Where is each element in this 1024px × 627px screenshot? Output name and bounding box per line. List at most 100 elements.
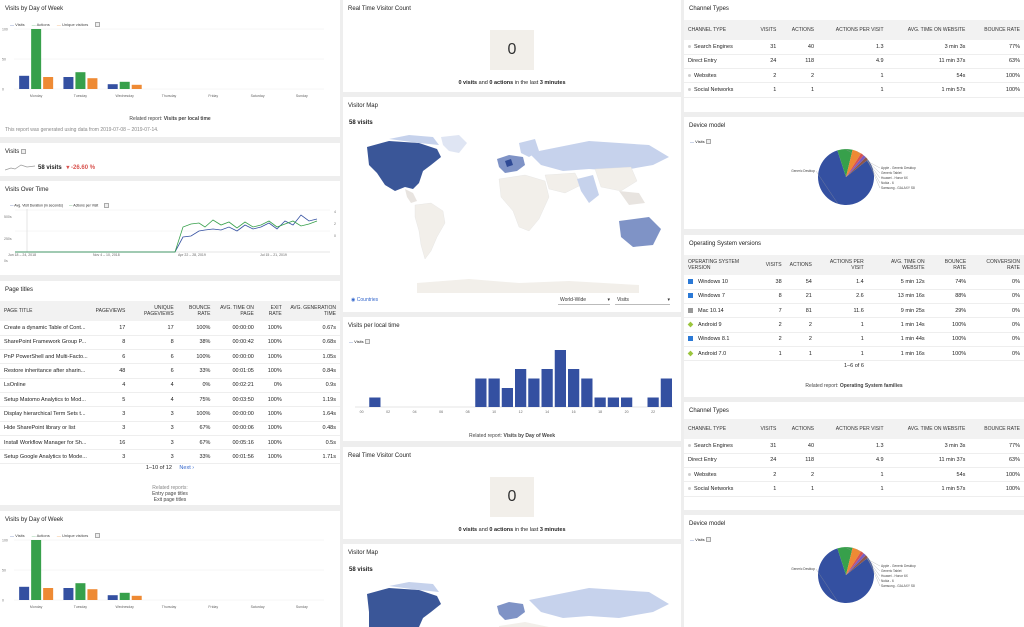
- legend-visits[interactable]: Visits: [695, 139, 705, 144]
- bar[interactable]: [87, 589, 98, 600]
- bar[interactable]: [43, 77, 54, 89]
- pie-slice[interactable]: [818, 150, 874, 205]
- column-header[interactable]: Visits: [761, 255, 786, 275]
- table-row[interactable]: Hide SharePoint library or list 3 3 67% 00:0…: [0, 421, 340, 436]
- series-picker-icon[interactable]: [95, 533, 101, 539]
- table-row[interactable]: Websites 2 2 1 54s 100%: [684, 467, 1024, 483]
- table-row[interactable]: Display hierarchical Term Sets t... 3 3 100…: [0, 406, 340, 422]
- bar[interactable]: [488, 378, 500, 408]
- bar[interactable]: [581, 378, 593, 408]
- bar[interactable]: [647, 397, 659, 408]
- series-picker-icon[interactable]: [705, 537, 711, 543]
- series-picker-icon[interactable]: [705, 139, 711, 145]
- pie-slice[interactable]: [818, 548, 874, 603]
- column-header[interactable]: Avg. Time on Page: [214, 301, 258, 321]
- table-row[interactable]: Direct Entry 24 118 4.9 11 min 37s 63%: [684, 54, 1024, 70]
- column-header[interactable]: Actions per Visit: [818, 419, 888, 439]
- related-link-visits-by-day[interactable]: Visits by Day of Week: [503, 433, 555, 439]
- pie-slice[interactable]: [846, 553, 866, 575]
- column-header[interactable]: Pageviews: [91, 301, 130, 321]
- column-header[interactable]: Page Title: [0, 301, 92, 321]
- bar[interactable]: [63, 77, 74, 89]
- table-row[interactable]: Windows 8.1 2 2 1 1 min 44s 100% 0%: [684, 332, 1024, 347]
- column-header[interactable]: Actions: [785, 255, 816, 275]
- bar[interactable]: [19, 75, 30, 89]
- chart-legend[interactable]: — Visits: [690, 537, 711, 543]
- bar[interactable]: [107, 595, 118, 600]
- column-header[interactable]: Actions: [780, 419, 819, 439]
- table-row[interactable]: Social Networks 1 1 1 1 min 57s 100%: [684, 82, 1024, 98]
- column-header[interactable]: Bounce Rate: [969, 20, 1024, 40]
- table-row[interactable]: Mac 10.14 7 81 11.6 9 min 25s 29% 0%: [684, 303, 1024, 319]
- world-map[interactable]: [349, 582, 675, 627]
- bar[interactable]: [501, 388, 513, 407]
- related-link-entry-pages[interactable]: Entry page titles: [152, 491, 188, 497]
- bar[interactable]: [554, 350, 566, 407]
- bar[interactable]: [660, 378, 672, 408]
- bar[interactable]: [119, 81, 130, 89]
- column-header[interactable]: Unique Pageviews: [129, 301, 178, 321]
- table-row[interactable]: Windows 7 8 21 2.6 13 min 16s 88% 0%: [684, 289, 1024, 305]
- table-row[interactable]: Restore inheritance after sharin... 48 6 33…: [0, 363, 340, 379]
- table-row[interactable]: Create a dynamic Table of Cont... 17 17 100…: [0, 321, 340, 336]
- bar[interactable]: [87, 78, 98, 89]
- column-header[interactable]: Exit Rate: [257, 301, 286, 321]
- column-header[interactable]: Actions per Visit: [818, 20, 888, 40]
- bar[interactable]: [541, 369, 553, 407]
- chart-legend[interactable]: — Visits — Actions — Unique visitors: [10, 533, 101, 539]
- table-row[interactable]: PnP PowerShell and Multi-Facto... 6 6 100% 0…: [0, 349, 340, 365]
- table-row[interactable]: Install Workflow Manager for Sh... 16 3 67%…: [0, 435, 340, 451]
- metric-select-value[interactable]: Visits: [617, 297, 629, 303]
- column-header[interactable]: Conversion Rate: [970, 255, 1024, 275]
- pie-slice[interactable]: [846, 157, 868, 177]
- legend-visits[interactable]: Visits: [695, 537, 705, 542]
- bar[interactable]: [621, 397, 633, 408]
- pie-slice[interactable]: [846, 153, 864, 177]
- table-row[interactable]: Windows 10 38 54 1.4 5 min 12s 74% 0%: [684, 275, 1024, 290]
- table-row[interactable]: Search Engines 31 40 1.3 3 min 3s 77%: [684, 40, 1024, 55]
- table-row[interactable]: Android 7.0 1 1 1 1 min 16s 100% 0%: [684, 346, 1024, 362]
- table-row[interactable]: LsOnline 4 4 0% 00:02:21 0% 0.9s: [0, 378, 340, 393]
- region-select-value[interactable]: World-Wide: [560, 297, 587, 303]
- table-row[interactable]: Setup Google Analytics to Mode... 3 3 33% 00…: [0, 449, 340, 465]
- column-header[interactable]: Actions: [780, 20, 819, 40]
- column-header[interactable]: Bounce Rate: [969, 419, 1024, 439]
- legend-visits[interactable]: Visits: [354, 339, 364, 344]
- legend-unique[interactable]: Unique visitors: [62, 533, 89, 538]
- pie-slice[interactable]: [846, 555, 868, 575]
- bar[interactable]: [131, 595, 142, 600]
- table-row[interactable]: Direct Entry 24 118 4.9 11 min 37s 63%: [684, 453, 1024, 469]
- bar[interactable]: [369, 397, 381, 408]
- next-page-link[interactable]: Next ›: [179, 465, 195, 471]
- legend-actions[interactable]: Actions: [36, 22, 50, 27]
- countries-link[interactable]: ◉ Countries: [351, 297, 379, 303]
- bar[interactable]: [515, 369, 527, 407]
- pie-slice[interactable]: [846, 149, 862, 177]
- series-picker-icon[interactable]: [104, 203, 110, 208]
- legend-visits[interactable]: Visits: [15, 22, 25, 27]
- pie-slice[interactable]: [837, 149, 853, 177]
- pie-slice[interactable]: [846, 547, 862, 575]
- chart-legend[interactable]: — Avg. Visit Duration (in seconds) — Act…: [10, 203, 110, 208]
- chart-legend[interactable]: — Visits: [690, 139, 711, 145]
- legend-visits[interactable]: Visits: [15, 533, 25, 538]
- column-header[interactable]: Avg. Time on Website: [887, 20, 970, 40]
- column-header[interactable]: Operating System Version: [684, 255, 762, 275]
- legend-actions[interactable]: Actions: [36, 533, 50, 538]
- countries-link-text[interactable]: Countries: [356, 297, 379, 303]
- series-picker-icon[interactable]: [364, 339, 370, 345]
- bar[interactable]: [43, 588, 54, 600]
- column-header[interactable]: Channel Type: [684, 20, 751, 40]
- chart-legend[interactable]: — Visits — Actions — Unique visitors: [10, 22, 101, 28]
- bar[interactable]: [568, 369, 580, 407]
- bar[interactable]: [75, 583, 86, 600]
- pie-slice[interactable]: [846, 551, 864, 575]
- column-header[interactable]: Actions per Visit: [815, 255, 868, 275]
- pie-slice[interactable]: [837, 547, 853, 575]
- bar[interactable]: [594, 397, 606, 408]
- table-row[interactable]: Search Engines 31 40 1.3 3 min 3s 77%: [684, 439, 1024, 454]
- table-row[interactable]: Android 9 2 2 1 1 min 14s 100% 0%: [684, 317, 1024, 333]
- related-link-visits-local-time[interactable]: Visits per local time: [163, 116, 211, 122]
- column-header[interactable]: Bounce Rate: [177, 301, 215, 321]
- bar[interactable]: [107, 84, 118, 89]
